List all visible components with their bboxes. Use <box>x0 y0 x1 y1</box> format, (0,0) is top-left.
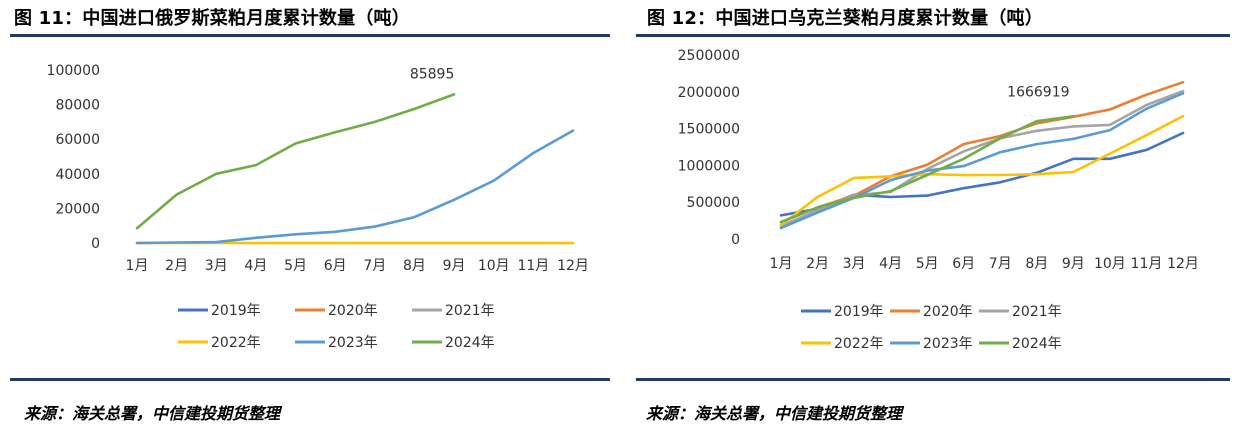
legend-label: 2021年 <box>1012 304 1062 320</box>
series-line-2023年 <box>779 92 1185 230</box>
series-line-2021年 <box>779 89 1185 228</box>
series-line-2024年 <box>779 115 1075 224</box>
y-tick-label: 0 <box>731 232 740 248</box>
y-tick-label: 80000 <box>55 98 100 114</box>
data-label: 85895 <box>410 66 455 82</box>
y-tick-label: 1000000 <box>678 158 740 174</box>
legend-label: 2021年 <box>445 303 495 319</box>
x-tick-label: 8月 <box>403 258 426 274</box>
x-tick-label: 9月 <box>443 258 466 274</box>
x-tick-label: 2月 <box>806 256 829 272</box>
y-tick-label: 60000 <box>55 132 100 148</box>
x-tick-label: 10月 <box>1094 256 1126 272</box>
series-line-2023年 <box>135 129 575 245</box>
legend-label: 2020年 <box>328 303 378 319</box>
x-tick-label: 7月 <box>363 258 386 274</box>
x-tick-label: 12月 <box>1167 256 1199 272</box>
x-tick-label: 9月 <box>1062 256 1085 272</box>
y-tick-label: 2500000 <box>678 48 740 64</box>
figure-11-source: 来源：海关总署，中信建投期货整理 <box>24 404 281 423</box>
y-tick-label: 40000 <box>55 167 100 183</box>
legend-label: 2019年 <box>834 304 884 320</box>
y-tick-label: 20000 <box>55 201 100 217</box>
legend-label: 2022年 <box>211 335 261 351</box>
y-tick-label: 100000 <box>47 63 100 79</box>
x-tick-label: 5月 <box>284 258 307 274</box>
legend-label: 2020年 <box>923 304 973 320</box>
figure-11-chart: 0 20000 40000 60000 80000 100000 1月 2月 3月 4月 5月 6月 7… <box>47 63 589 351</box>
y-tick-label: 0 <box>91 236 100 252</box>
legend-label: 2023年 <box>328 335 378 351</box>
figure-12-title: 图 12：中国进口乌克兰葵粕月度累计数量（吨） <box>647 8 1043 29</box>
x-tick-label: 3月 <box>205 258 228 274</box>
figure-11-title: 图 11：中国进口俄罗斯菜粕月度累计数量（吨） <box>14 8 410 29</box>
figure-12-source: 来源：海关总署，中信建投期货整理 <box>646 404 903 423</box>
x-tick-label: 2月 <box>165 258 188 274</box>
figure-12-bottom-rule <box>636 378 1230 381</box>
x-tick-label: 1月 <box>126 258 149 274</box>
legend-label: 2024年 <box>1012 336 1062 352</box>
data-label: 1666919 <box>1007 84 1069 100</box>
legend-label: 2023年 <box>923 336 973 352</box>
legend-label: 2019年 <box>211 303 261 319</box>
x-tick-label: 11月 <box>1131 256 1163 272</box>
x-tick-label: 6月 <box>324 258 347 274</box>
figure-12-top-rule <box>636 34 1230 37</box>
legend-label: 2022年 <box>834 336 884 352</box>
x-tick-label: 3月 <box>843 256 866 272</box>
x-tick-label: 10月 <box>478 258 510 274</box>
legend-label: 2024年 <box>445 335 495 351</box>
y-tick-label: 2000000 <box>678 85 740 101</box>
y-tick-label: 1500000 <box>678 122 740 138</box>
x-tick-label: 12月 <box>557 258 589 274</box>
x-tick-label: 8月 <box>1025 256 1048 272</box>
y-tick-label: 500000 <box>687 195 740 211</box>
figure-12-chart: 0 500000 1000000 1500000 2000000 2500000 1月 2月 3… <box>678 48 1199 352</box>
x-tick-label: 5月 <box>916 256 939 272</box>
x-tick-label: 6月 <box>952 256 975 272</box>
figure-11-top-rule <box>10 34 610 37</box>
figure-11-bottom-rule <box>10 378 610 381</box>
x-tick-label: 4月 <box>879 256 902 272</box>
x-tick-label: 4月 <box>244 258 267 274</box>
series-line-2022年 <box>779 114 1185 227</box>
x-tick-label: 7月 <box>989 256 1012 272</box>
x-tick-label: 1月 <box>770 256 793 272</box>
x-tick-label: 11月 <box>517 258 549 274</box>
series-line-2024年 <box>135 93 456 230</box>
